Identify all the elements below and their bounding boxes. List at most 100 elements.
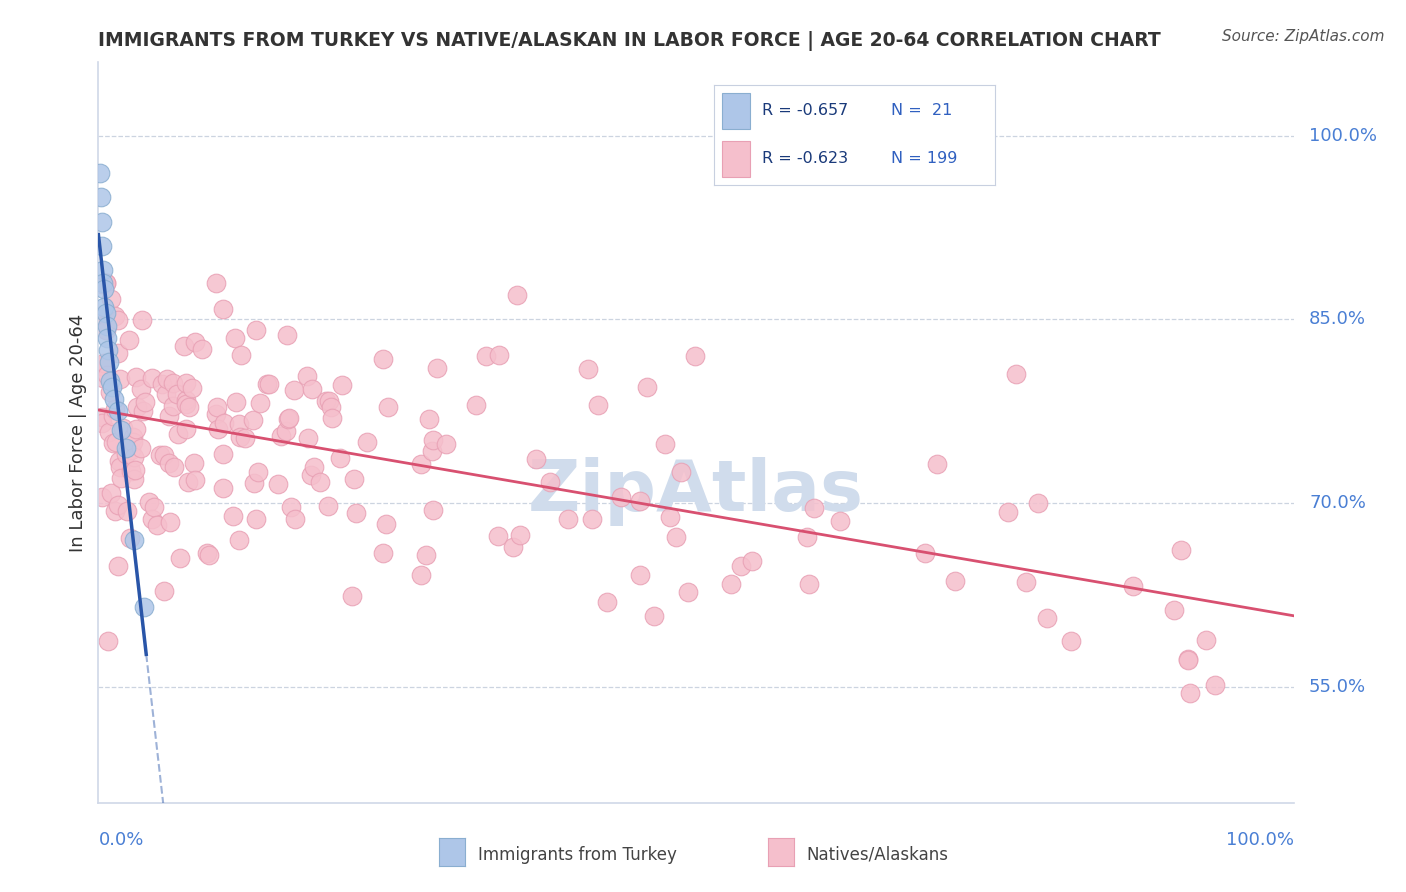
Point [1204,677,1226,691]
Point [277,412,299,426]
Point [669,465,692,479]
Point [1177,653,1199,667]
Point [157,456,180,470]
Point [129,441,152,455]
Point [418,411,440,425]
Point [426,360,449,375]
Point [91,371,114,385]
Point [249,395,271,409]
Point [914,546,936,560]
Point [276,328,298,343]
Point [997,505,1019,519]
Point [150,377,173,392]
Point [235,431,257,445]
Point [108,459,131,474]
Point [96,318,118,333]
Point [107,498,129,512]
Point [377,400,399,414]
Point [415,548,437,562]
Point [654,437,676,451]
Point [224,330,246,344]
Point [180,381,202,395]
Point [91,416,114,430]
Point [212,301,235,316]
Point [316,500,339,514]
Point [191,342,214,356]
Point [927,457,949,471]
Point [683,350,706,364]
Point [110,423,132,437]
Point [115,441,138,455]
Point [105,434,128,449]
Point [486,529,509,543]
Point [1060,634,1083,648]
Point [375,517,398,532]
Point [107,313,129,327]
Point [125,401,148,415]
Point [90,190,112,204]
Point [243,475,266,490]
Point [229,430,252,444]
Point [96,331,118,345]
Point [93,300,115,314]
Point [89,165,111,179]
Point [409,457,432,471]
Point [108,372,131,386]
Point [122,472,145,486]
Point [104,309,127,323]
Point [228,417,250,431]
Point [174,422,197,436]
Point [124,463,146,477]
Y-axis label: In Labor Force | Age 20-64: In Labor Force | Age 20-64 [69,313,87,552]
Point [318,394,340,409]
Point [118,333,141,347]
Point [422,434,444,448]
Point [103,392,125,406]
Point [141,512,163,526]
Point [91,410,114,425]
Point [330,377,353,392]
Point [277,410,299,425]
Point [730,558,752,573]
Point [125,421,148,435]
Point [167,427,190,442]
Point [122,450,145,465]
Text: Immigrants from Turkey: Immigrants from Turkey [478,846,678,863]
Point [134,394,156,409]
Point [1163,602,1185,616]
Point [129,382,152,396]
Point [124,533,146,547]
Point [162,376,184,390]
Point [120,464,142,478]
Point [125,369,148,384]
Point [132,599,155,614]
Point [257,376,280,391]
Point [132,404,155,418]
Point [93,356,115,370]
Text: 100.0%: 100.0% [1309,127,1376,145]
Point [741,554,763,568]
Point [356,434,378,449]
Point [1170,543,1192,558]
Point [115,504,138,518]
Point [169,551,191,566]
Point [205,407,228,421]
Point [659,509,682,524]
Point [943,574,966,589]
Point [141,371,163,385]
Text: Source: ZipAtlas.com: Source: ZipAtlas.com [1222,29,1385,44]
Point [108,454,131,468]
Point [628,567,651,582]
Point [118,531,141,545]
Point [142,500,165,514]
Point [299,467,322,482]
Point [295,369,318,384]
Point [207,400,229,414]
Point [184,335,207,350]
Point [411,568,433,582]
Point [112,420,135,434]
Point [214,417,236,431]
Point [184,474,207,488]
Point [138,495,160,509]
Point [156,372,179,386]
